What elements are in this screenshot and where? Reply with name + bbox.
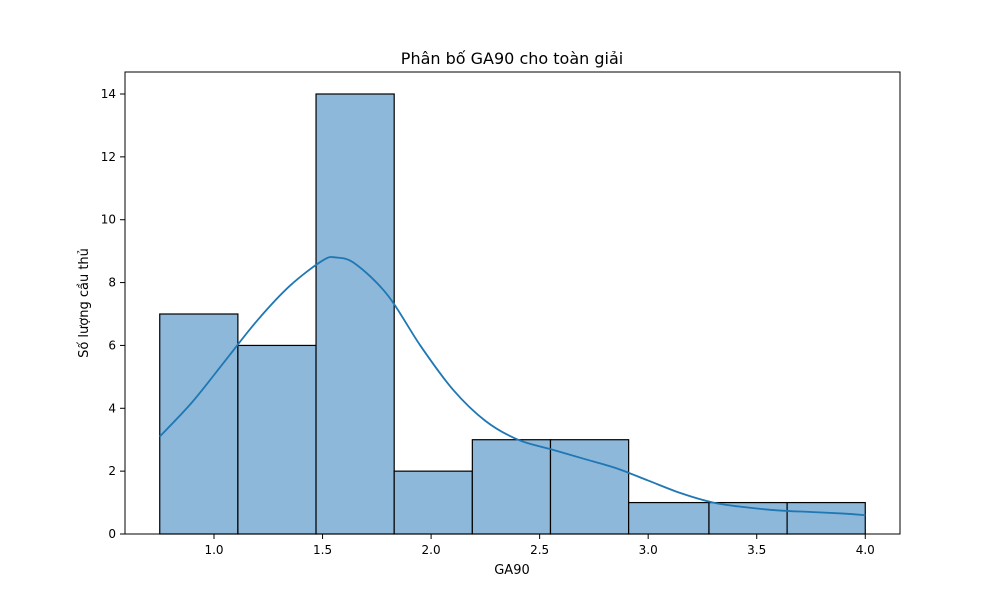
x-tick-label: 1.5 — [313, 543, 332, 557]
kde-curve — [159, 256, 866, 517]
bars-layer — [159, 93, 866, 535]
y-tick-label: 8 — [108, 276, 116, 290]
y-tick-label: 10 — [101, 213, 116, 227]
y-tick-label: 14 — [101, 87, 116, 101]
histogram-bar-5 — [471, 439, 552, 535]
histogram-bar-2 — [237, 344, 317, 535]
x-tick-label: 2.5 — [530, 543, 549, 557]
histogram-bar-6 — [549, 439, 630, 535]
y-tick-label: 2 — [108, 464, 116, 478]
x-axis-ticks: 1.0 1.5 2.0 2.5 3.0 3.5 4.0 — [204, 534, 875, 557]
histogram-bar-9 — [786, 501, 866, 535]
x-tick-label: 2.0 — [422, 543, 441, 557]
histogram-bar-3 — [315, 93, 395, 535]
histogram-bar-4 — [393, 470, 473, 535]
y-axis-ticks: 0 2 4 6 8 10 12 14 — [101, 87, 125, 541]
x-axis-label: GA90 — [494, 563, 530, 578]
kde-layer — [159, 256, 866, 517]
y-axis-label: Số lượng cầu thủ — [77, 248, 92, 358]
y-tick-label: 12 — [101, 150, 116, 164]
y-tick-label: 6 — [108, 338, 116, 352]
histogram-bar-7 — [628, 501, 710, 535]
y-tick-label: 4 — [108, 401, 116, 415]
chart-title: Phân bố GA90 cho toàn giải — [401, 49, 623, 68]
x-tick-label: 1.0 — [204, 543, 223, 557]
x-tick-label: 4.0 — [856, 543, 875, 557]
x-tick-label: 3.0 — [639, 543, 658, 557]
x-tick-label: 3.5 — [747, 543, 766, 557]
y-tick-label: 0 — [108, 527, 116, 541]
plot-frame — [124, 71, 901, 535]
